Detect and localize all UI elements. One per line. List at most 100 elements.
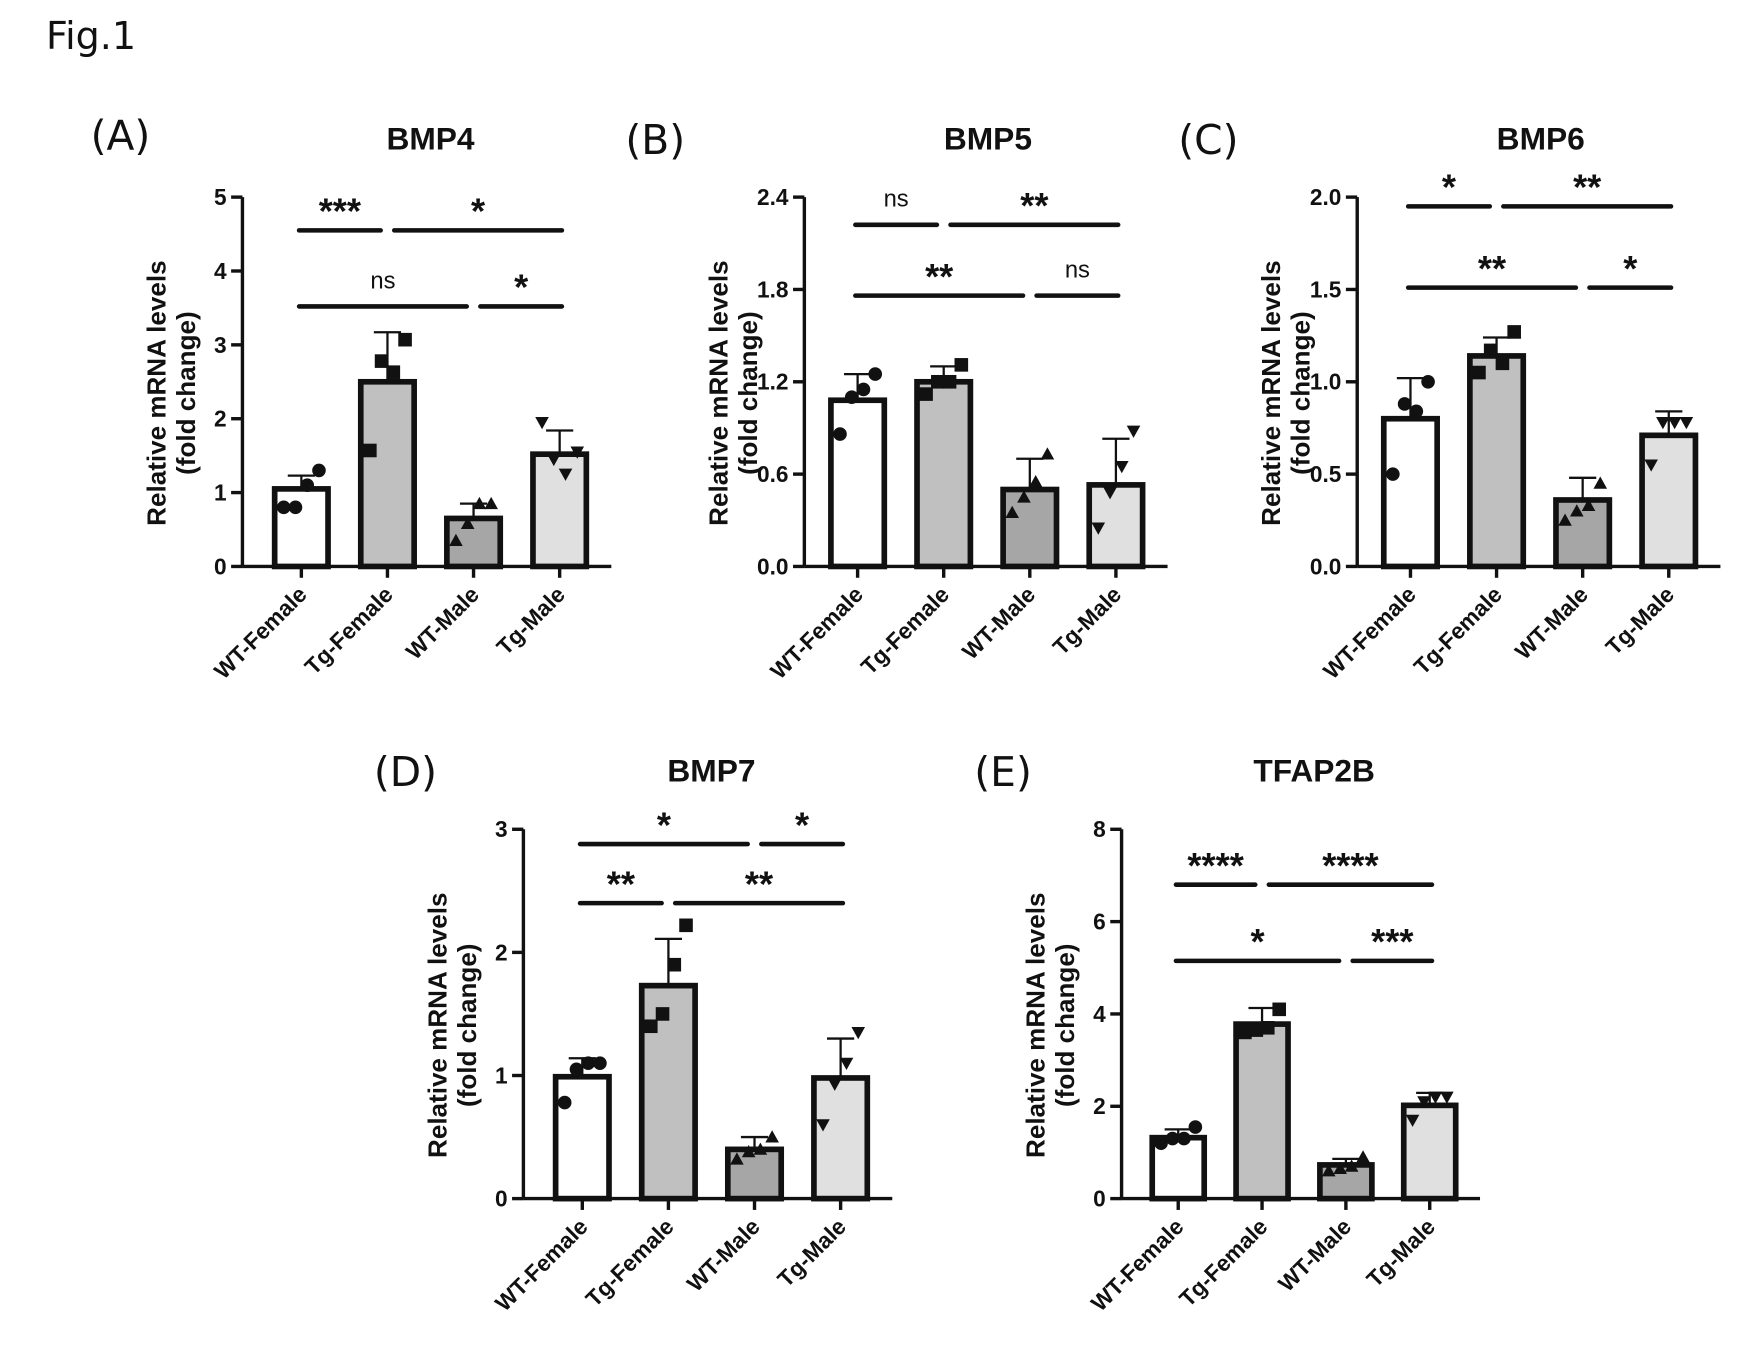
data-point bbox=[839, 1057, 854, 1070]
panel-title: BMP4 bbox=[386, 121, 474, 157]
significance-label: **** bbox=[1322, 845, 1379, 886]
data-point bbox=[1405, 1114, 1420, 1127]
x-tick-label: WT-Female bbox=[1318, 581, 1421, 684]
bar-tg-female bbox=[1467, 353, 1527, 570]
significance-label: * bbox=[471, 191, 486, 232]
data-point bbox=[374, 354, 389, 368]
data-point bbox=[1188, 1120, 1203, 1134]
x-tick-label: Tg-Male bbox=[1361, 1213, 1440, 1292]
data-point bbox=[484, 496, 498, 510]
data-point bbox=[1409, 404, 1424, 419]
y-axis-label-unit: (fold change) bbox=[1286, 311, 1316, 475]
data-point bbox=[1333, 1161, 1347, 1175]
significance-label: * bbox=[657, 804, 672, 845]
y-tick-label: 2 bbox=[214, 406, 227, 432]
y-tick-label: 4 bbox=[1093, 1001, 1106, 1027]
significance-label: ** bbox=[607, 863, 636, 904]
data-point bbox=[765, 1130, 779, 1143]
data-point bbox=[643, 1019, 658, 1034]
bar-wt-female bbox=[828, 397, 888, 570]
data-point bbox=[856, 382, 871, 397]
bar-wt-female bbox=[552, 1073, 612, 1202]
x-tick-label: WT-Male bbox=[1273, 1213, 1356, 1296]
data-point bbox=[1507, 325, 1521, 339]
y-tick-label: 4 bbox=[214, 258, 227, 284]
data-point bbox=[667, 957, 682, 972]
y-axis-label: Relative mRNA levels bbox=[141, 260, 171, 525]
data-point bbox=[1177, 1131, 1191, 1146]
x-tick-label: Tg-Female bbox=[1174, 1213, 1272, 1311]
data-point bbox=[460, 516, 475, 530]
data-point bbox=[593, 1056, 607, 1070]
data-point bbox=[1644, 459, 1658, 472]
chart-panel-tfap2b: (E) TFAP2B Relative mRNA levels (fold chang… bbox=[974, 748, 1481, 1316]
chart-panel-bmp6: (C) BMP6 Relative mRNA levels (fold change)… bbox=[1178, 116, 1721, 684]
data-point bbox=[288, 500, 303, 515]
significance-label: *** bbox=[1371, 921, 1414, 962]
data-point bbox=[730, 1152, 744, 1165]
data-point bbox=[276, 500, 291, 515]
chart-panel-bmp4: (A) BMP4 Relative mRNA levels (fold change)… bbox=[91, 112, 612, 684]
data-point bbox=[581, 1056, 595, 1070]
significance-label: ns bbox=[370, 267, 395, 294]
data-point bbox=[954, 358, 969, 372]
data-point bbox=[312, 463, 326, 478]
x-tick-label: Tg-Female bbox=[856, 581, 954, 679]
data-point bbox=[1472, 365, 1486, 380]
data-point bbox=[851, 1026, 866, 1040]
data-point bbox=[827, 1078, 842, 1091]
y-tick-label: 6 bbox=[1093, 909, 1106, 935]
data-point bbox=[558, 468, 573, 481]
data-point bbox=[1126, 425, 1141, 438]
data-point bbox=[753, 1142, 768, 1155]
data-point bbox=[1091, 522, 1106, 535]
y-tick-label: 0 bbox=[495, 1186, 508, 1212]
data-point bbox=[1428, 1091, 1443, 1104]
significance-label: * bbox=[514, 267, 529, 308]
data-point bbox=[1679, 416, 1694, 430]
x-tick-label: Tg-Male bbox=[772, 1213, 851, 1292]
bar-tg-male bbox=[811, 1075, 871, 1202]
data-point bbox=[1272, 1002, 1287, 1017]
chart-panel-bmp7: (D) BMP7 Relative mRNA levels (fold change)… bbox=[374, 748, 893, 1316]
y-tick-label: 8 bbox=[1093, 816, 1106, 842]
x-tick-label: WT-Female bbox=[765, 581, 868, 684]
y-tick-label: 1.0 bbox=[1310, 369, 1341, 395]
y-tick-label: 5 bbox=[214, 184, 227, 210]
data-point bbox=[557, 1095, 572, 1110]
data-point bbox=[398, 332, 412, 347]
data-point bbox=[679, 918, 693, 933]
panel-title: BMP5 bbox=[944, 121, 1032, 157]
significance-label: * bbox=[1442, 167, 1457, 208]
significance-label: **** bbox=[1187, 845, 1244, 886]
y-axis-label: Relative mRNA levels bbox=[1256, 260, 1286, 525]
panel-letter: (D) bbox=[374, 748, 437, 796]
y-tick-label: 1 bbox=[495, 1062, 508, 1088]
panel-letter: (A) bbox=[91, 112, 151, 160]
data-point bbox=[1483, 343, 1498, 358]
x-tick-label: Tg-Female bbox=[299, 581, 397, 679]
panel-title: BMP6 bbox=[1497, 121, 1585, 157]
y-tick-label: 0 bbox=[1093, 1186, 1106, 1212]
data-point bbox=[816, 1119, 830, 1132]
x-tick-label: WT-Female bbox=[1086, 1213, 1189, 1316]
x-tick-label: Tg-Male bbox=[1600, 581, 1679, 660]
chart-panel-bmp5: (B) BMP5 Relative mRNA levels (fold change)… bbox=[625, 116, 1168, 684]
data-point bbox=[1397, 397, 1412, 411]
y-tick-label: 3 bbox=[495, 816, 508, 842]
data-point bbox=[1344, 1159, 1359, 1172]
data-point bbox=[1238, 1025, 1252, 1040]
x-tick-label: WT-Male bbox=[401, 581, 484, 664]
y-tick-label: 2.0 bbox=[1310, 184, 1341, 210]
significance-label: ** bbox=[1020, 185, 1049, 226]
significance-label: * bbox=[1623, 248, 1638, 289]
bar-tg-male bbox=[1639, 432, 1699, 570]
y-axis-label-unit: (fold change) bbox=[171, 311, 201, 475]
data-point bbox=[535, 416, 549, 430]
data-point bbox=[1321, 1164, 1336, 1177]
bar-tg-female bbox=[914, 378, 974, 570]
data-point bbox=[1421, 374, 1435, 389]
data-point bbox=[919, 387, 933, 401]
data-point bbox=[386, 365, 401, 379]
data-point bbox=[1495, 356, 1510, 371]
